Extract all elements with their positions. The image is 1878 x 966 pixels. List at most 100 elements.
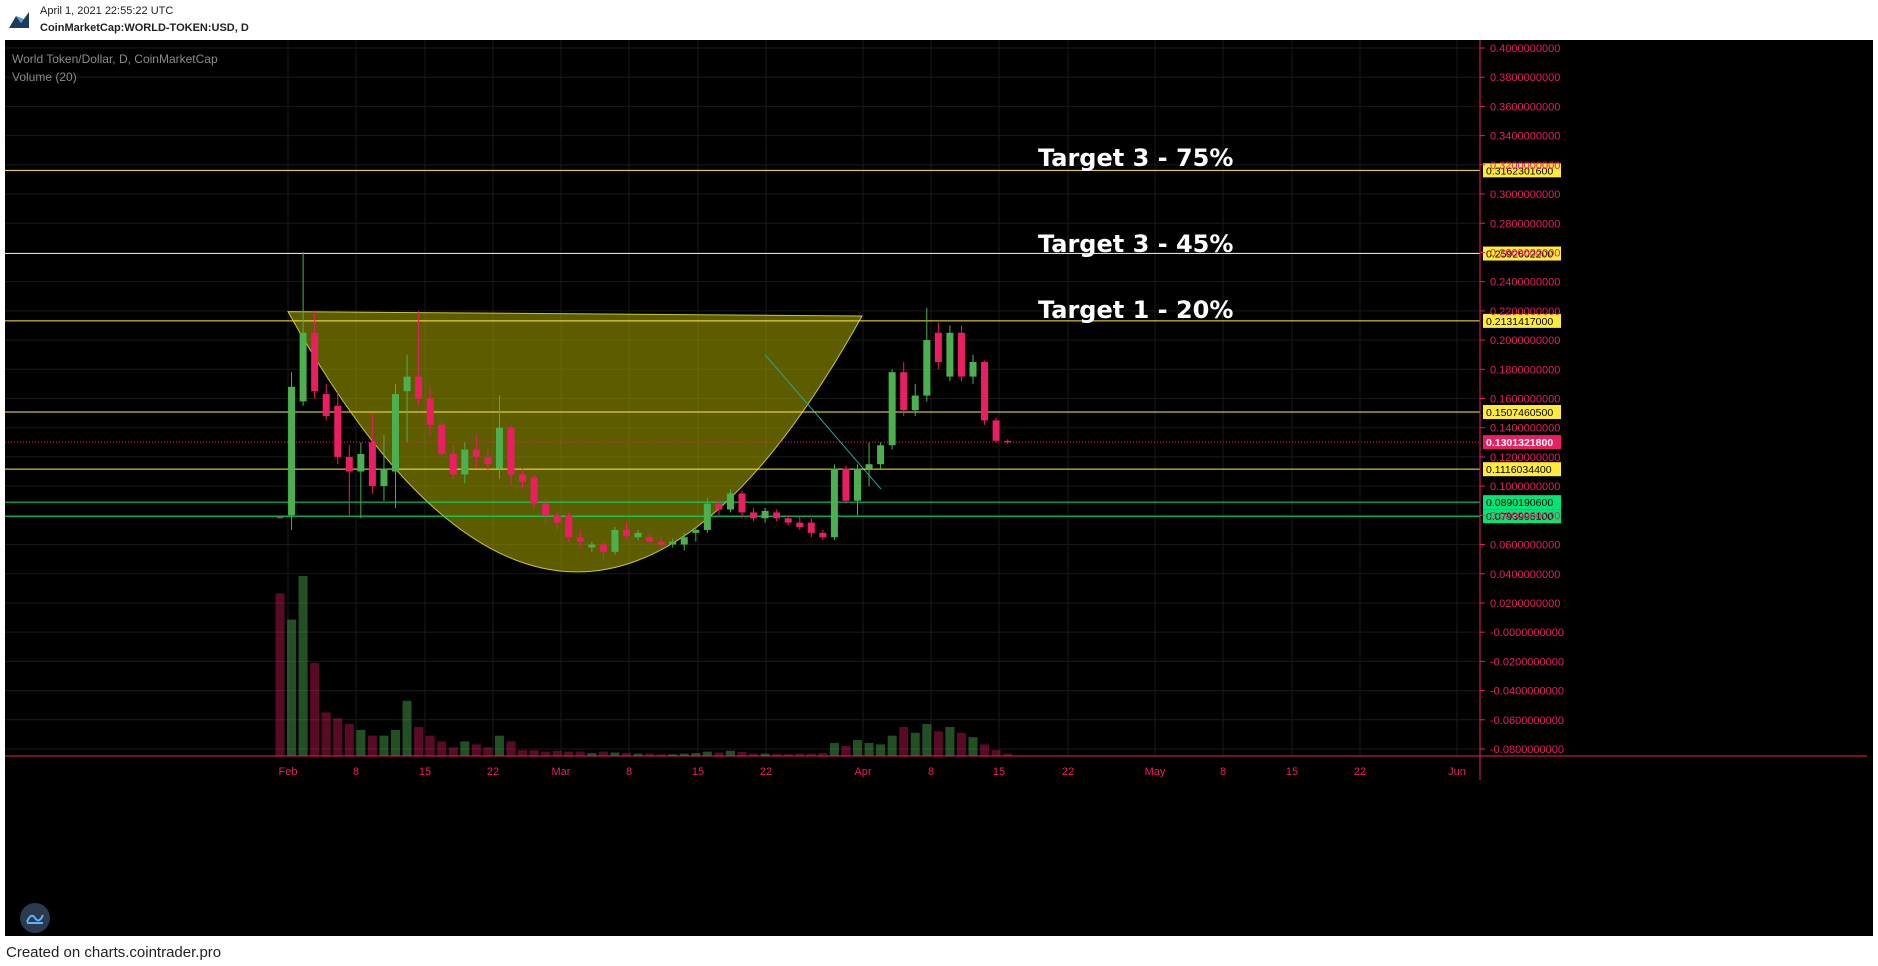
volume-bar — [645, 753, 655, 756]
x-tick-label: 8 — [928, 766, 934, 778]
volume-bar — [956, 732, 966, 756]
trendline — [764, 354, 882, 490]
volume-bar — [864, 742, 874, 756]
volume-bar — [679, 753, 689, 756]
horizontal-levels: 0.3162301600 0.2592602200 0.2131417000 0.15… — [5, 163, 1561, 524]
candle-body — [415, 376, 423, 399]
candle-body — [946, 332, 954, 377]
y-tick-label: 0.1800000000 — [1490, 364, 1560, 376]
x-tick-label: 8 — [1220, 766, 1226, 778]
candle-body — [299, 332, 307, 402]
candle-body — [403, 376, 411, 392]
candle-body — [703, 503, 711, 530]
cointrader-logo-icon — [8, 10, 30, 30]
chart-area[interactable]: 0.3162301600 0.2592602200 0.2131417000 0.15… — [5, 40, 1873, 936]
volume-bar — [564, 751, 574, 756]
volume-bar — [494, 735, 504, 756]
candle-body — [911, 395, 919, 411]
volume-bar — [391, 729, 400, 756]
candle-body — [599, 544, 607, 552]
volume-bar — [448, 747, 458, 756]
chart-nav-button[interactable] — [20, 903, 50, 933]
price-level-label: 0.1116034400 — [1486, 464, 1552, 476]
candle-body — [611, 529, 619, 552]
x-tick-label: 8 — [626, 766, 632, 778]
volume-bar — [714, 752, 724, 756]
x-tick-label: 22 — [760, 766, 772, 778]
candle-body — [530, 477, 538, 504]
candle-body — [992, 420, 1000, 441]
x-tick-label: Feb — [279, 766, 298, 778]
y-tick-label: -0.0400000000 — [1490, 686, 1564, 698]
candle-body — [923, 340, 931, 396]
candle-body — [900, 372, 908, 411]
symbol-label: CoinMarketCap:WORLD-TOKEN:USD, D — [40, 22, 249, 34]
y-tick-label: -0.0000000000 — [1490, 627, 1564, 639]
y-tick-label: -0.0600000000 — [1490, 715, 1564, 727]
y-tick-label: 0.2600000000 — [1490, 247, 1560, 259]
volume-bar — [356, 729, 366, 756]
volume-bar — [853, 740, 862, 756]
y-tick-label: 0.1400000000 — [1490, 423, 1560, 435]
candle-body — [807, 522, 815, 533]
price-chart[interactable]: 0.3162301600 0.2592602200 0.2131417000 0.15… — [5, 40, 1873, 936]
target-annotation: Target 1 - 20% — [1038, 296, 1233, 324]
candle-body — [484, 456, 492, 465]
candle-body — [357, 453, 365, 472]
candle-body — [519, 474, 527, 482]
volume-bar — [910, 732, 920, 756]
y-tick-label: 0.4000000000 — [1490, 43, 1560, 55]
price-level-tag — [1483, 163, 1561, 178]
y-tick-label: 0.0800000000 — [1490, 510, 1560, 522]
candle-body — [669, 541, 677, 545]
volume-bar — [933, 731, 943, 756]
volume-bar — [460, 741, 470, 756]
volume-bar — [367, 735, 377, 756]
volume-bar — [575, 751, 585, 756]
candle-body — [495, 427, 503, 469]
candle-body — [773, 512, 781, 519]
candle-body — [461, 449, 469, 475]
volume-bar — [633, 753, 643, 756]
candle-body — [692, 529, 700, 533]
target-annotation: Target 3 - 75% — [1038, 144, 1233, 172]
candle-body — [646, 537, 654, 542]
volume-bar — [610, 752, 620, 756]
volume-bar — [298, 576, 308, 756]
current-price-label: 0.1301321800 — [1486, 437, 1553, 449]
candle-body — [1004, 440, 1012, 443]
volume-bar — [587, 753, 597, 756]
x-tick-label: 15 — [993, 766, 1005, 778]
candle-body — [888, 372, 896, 446]
price-level-label: 0.1507460500 — [1486, 407, 1553, 419]
candle-body — [276, 516, 284, 519]
volume-bar — [656, 754, 666, 756]
candle-body — [934, 332, 942, 362]
y-tick-label: 0.0200000000 — [1490, 598, 1560, 610]
candle-body — [553, 515, 561, 523]
y-tick-label: 0.0600000000 — [1490, 540, 1560, 552]
y-tick-label: 0.2200000000 — [1490, 306, 1560, 318]
volume-bar — [760, 753, 770, 756]
target-annotation: Target 3 - 45% — [1038, 230, 1233, 258]
y-tick-label: 0.0400000000 — [1490, 569, 1560, 581]
volume-bar — [483, 747, 493, 756]
volume-bar — [945, 726, 955, 756]
candle-body — [565, 515, 573, 538]
chart-legend: World Token/Dollar, D, CoinMarketCap Vol… — [12, 50, 218, 86]
candle-body — [750, 512, 758, 519]
volume-bar — [344, 724, 354, 756]
volume-bar — [980, 744, 990, 756]
price-level-tag — [1483, 462, 1561, 477]
header-bar: April 1, 2021 22:55:22 UTC CoinMarketCap… — [0, 0, 1878, 40]
volume-bar — [702, 751, 712, 756]
y-tick-label: -0.0200000000 — [1490, 656, 1564, 668]
volume-bar — [922, 724, 932, 756]
volume-bar — [529, 750, 539, 756]
volume-bar — [437, 741, 447, 756]
y-tick-label: 0.1200000000 — [1490, 452, 1560, 464]
y-tick-label: 0.3800000000 — [1490, 72, 1560, 84]
candle-body — [449, 453, 457, 475]
candle-body — [311, 332, 319, 392]
candle-body — [738, 493, 746, 513]
